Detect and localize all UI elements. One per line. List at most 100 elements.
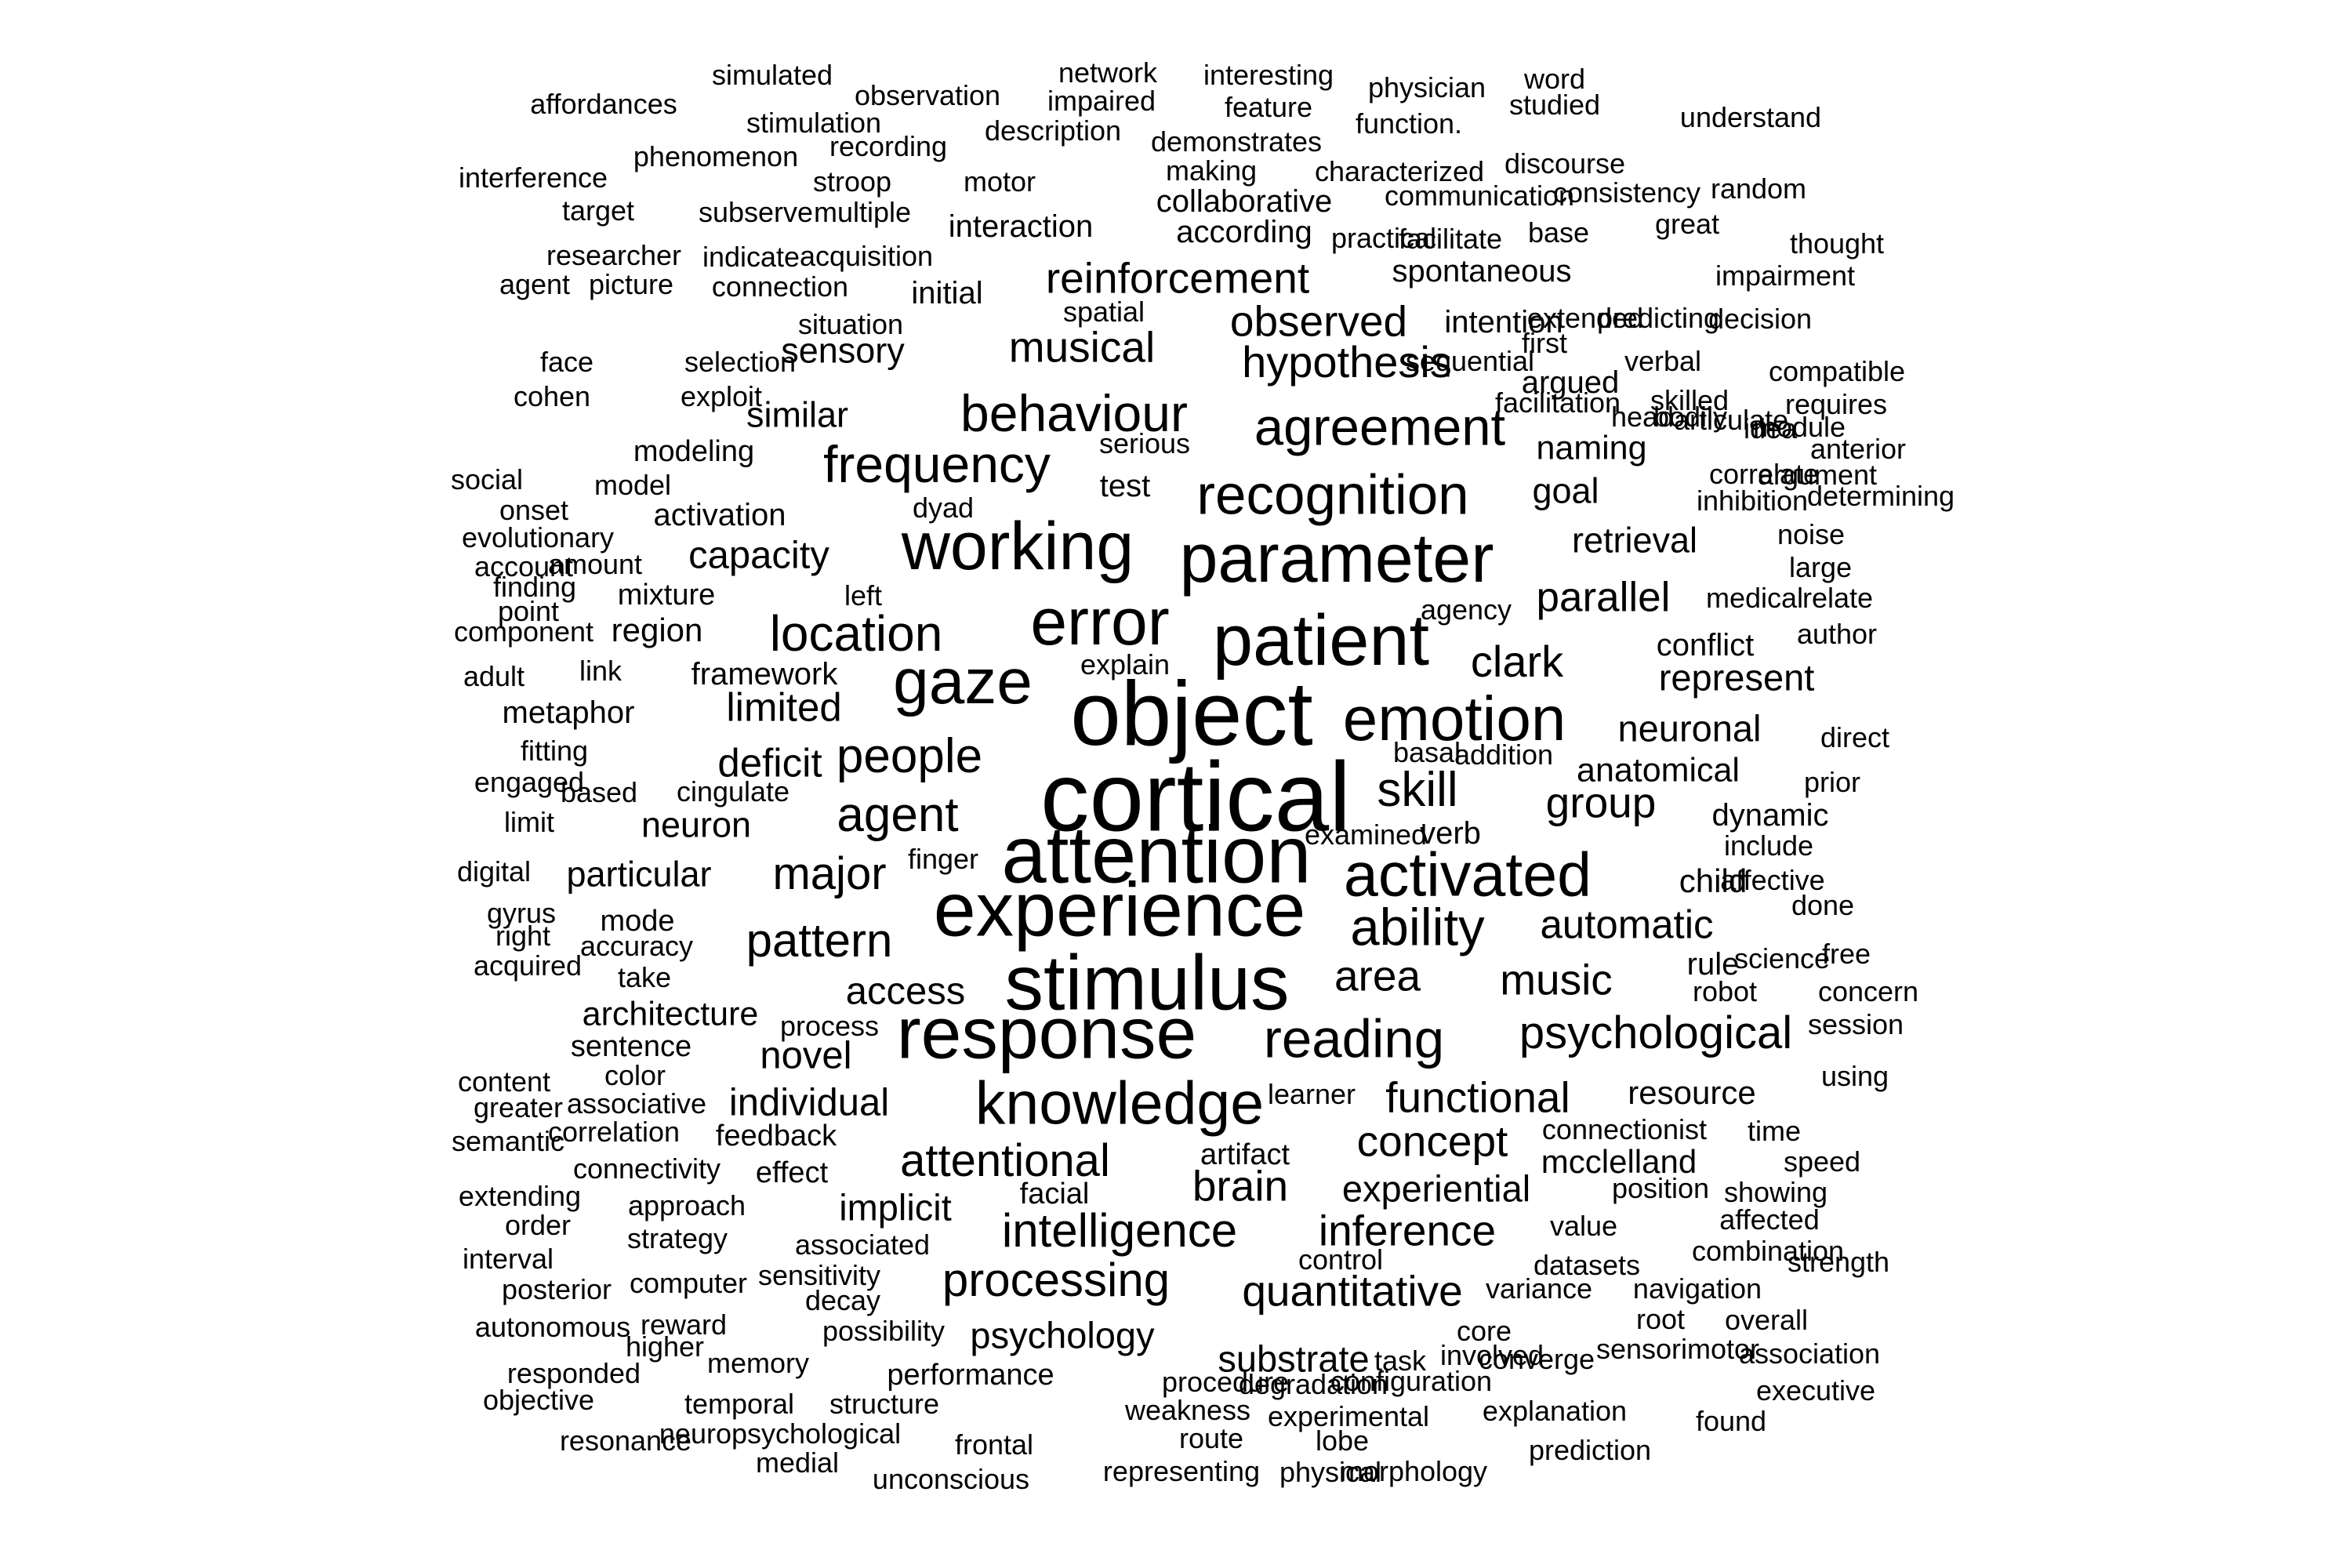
- word-child: child: [1679, 862, 1748, 899]
- word-module: module: [1752, 411, 1846, 443]
- word-basal: basal: [1392, 736, 1461, 768]
- word-semantic: semantic: [451, 1125, 565, 1157]
- word-skill: skill: [1377, 763, 1458, 817]
- word-initial: initial: [911, 276, 983, 310]
- word-connectionist: connectionist: [1541, 1113, 1708, 1145]
- word-pattern: pattern: [746, 914, 893, 967]
- word-objective: objective: [482, 1384, 595, 1416]
- word-acquired: acquired: [473, 949, 583, 982]
- word-involved: involved: [1439, 1339, 1544, 1371]
- word-region: region: [611, 612, 703, 648]
- word-extended: extended: [1526, 302, 1644, 334]
- word-interval: interval: [462, 1243, 554, 1275]
- word-converge: converge: [1478, 1343, 1595, 1375]
- word-selection: selection: [684, 346, 797, 378]
- word-examined: examined: [1304, 818, 1428, 851]
- word-direct: direct: [1820, 721, 1890, 753]
- word-component: component: [453, 615, 594, 648]
- word-facilitate: facilitate: [1398, 223, 1503, 255]
- word-attention: attention: [1001, 809, 1312, 900]
- word-dynamic: dynamic: [1711, 798, 1829, 833]
- word-control: control: [1298, 1243, 1384, 1276]
- word-modeling: modeling: [633, 435, 755, 468]
- word-found: found: [1695, 1405, 1767, 1437]
- word-based: based: [560, 776, 638, 808]
- word-science: science: [1733, 942, 1831, 975]
- word-recognition: recognition: [1196, 464, 1469, 527]
- word-reward: reward: [640, 1308, 728, 1341]
- word-neuropsychological: neuropsychological: [659, 1417, 902, 1450]
- word-using: using: [1820, 1060, 1889, 1092]
- word-configuration: configuration: [1330, 1365, 1493, 1397]
- word-inference: inference: [1318, 1206, 1497, 1255]
- word-social: social: [450, 463, 524, 495]
- word-intention: intention: [1444, 305, 1563, 339]
- word-thought: thought: [1789, 227, 1885, 260]
- word-ability: ability: [1350, 898, 1485, 957]
- word-activated: activated: [1343, 839, 1592, 909]
- word-intelligence: intelligence: [1001, 1204, 1238, 1257]
- word-robot: robot: [1692, 975, 1758, 1007]
- word-associated: associated: [794, 1229, 931, 1261]
- word-computer: computer: [629, 1267, 748, 1299]
- word-take: take: [617, 961, 672, 993]
- word-agency: agency: [1420, 593, 1512, 626]
- word-spontaneous: spontaneous: [1392, 254, 1572, 289]
- word-engaged: engaged: [474, 766, 585, 798]
- word-predicting: predicting: [1596, 302, 1720, 334]
- word-functional: functional: [1385, 1073, 1570, 1122]
- word-overall: overall: [1724, 1304, 1809, 1336]
- word-model: model: [593, 469, 672, 501]
- word-location: location: [769, 605, 943, 662]
- word-practical: practical: [1330, 222, 1437, 254]
- word-medical: medical: [1705, 582, 1804, 614]
- word-multiple: multiple: [813, 196, 912, 228]
- word-stimulation: stimulation: [746, 107, 882, 139]
- word-quantitative: quantitative: [1242, 1266, 1463, 1316]
- word-idea: idea: [1743, 412, 1798, 445]
- word-limit: limit: [504, 806, 554, 838]
- word-explain: explain: [1080, 648, 1171, 681]
- word-onset: onset: [499, 494, 569, 526]
- word-retrieval: retrieval: [1571, 520, 1698, 561]
- word-reinforcement: reinforcement: [1045, 253, 1310, 303]
- word-similar: similar: [746, 394, 848, 435]
- word-phenomenon: phenomenon: [633, 140, 799, 172]
- word-interaction: interaction: [948, 209, 1094, 244]
- word-stroop: stroop: [812, 165, 892, 198]
- word-position: position: [1611, 1172, 1710, 1204]
- word-cingulate: cingulate: [676, 775, 790, 808]
- word-anatomical: anatomical: [1577, 751, 1740, 789]
- word-feedback: feedback: [715, 1120, 837, 1152]
- word-performance: performance: [887, 1359, 1054, 1392]
- word-mixture: mixture: [617, 579, 716, 612]
- word-naming: naming: [1536, 429, 1647, 467]
- word-order: order: [504, 1209, 572, 1241]
- word-agreement: agreement: [1254, 397, 1506, 457]
- word-according: according: [1176, 215, 1312, 249]
- word-concept: concept: [1356, 1116, 1508, 1166]
- word-individual: individual: [728, 1081, 890, 1124]
- word-connectivity: connectivity: [572, 1152, 721, 1185]
- word-neuronal: neuronal: [1617, 707, 1762, 750]
- word-interference: interference: [458, 162, 608, 194]
- word-navigation: navigation: [1632, 1272, 1762, 1305]
- word-particular: particular: [566, 854, 712, 895]
- word-combination: combination: [1691, 1235, 1845, 1267]
- word-sensory: sensory: [781, 330, 905, 371]
- word-affective: affective: [1720, 864, 1825, 896]
- word-strength: strength: [1787, 1246, 1890, 1278]
- word-consistency: consistency: [1552, 176, 1701, 209]
- word-recording: recording: [829, 130, 948, 162]
- word-route: route: [1178, 1422, 1244, 1454]
- word-content: content: [457, 1065, 551, 1098]
- word-executive: executive: [1755, 1374, 1876, 1406]
- word-impaired: impaired: [1047, 85, 1156, 117]
- word-indicate: indicate: [702, 241, 800, 273]
- word-degradation: degradation: [1238, 1368, 1388, 1400]
- word-deficit: deficit: [717, 740, 822, 786]
- word-limited: limited: [726, 684, 842, 730]
- word-processing: processing: [942, 1254, 1171, 1306]
- word-time: time: [1747, 1115, 1802, 1147]
